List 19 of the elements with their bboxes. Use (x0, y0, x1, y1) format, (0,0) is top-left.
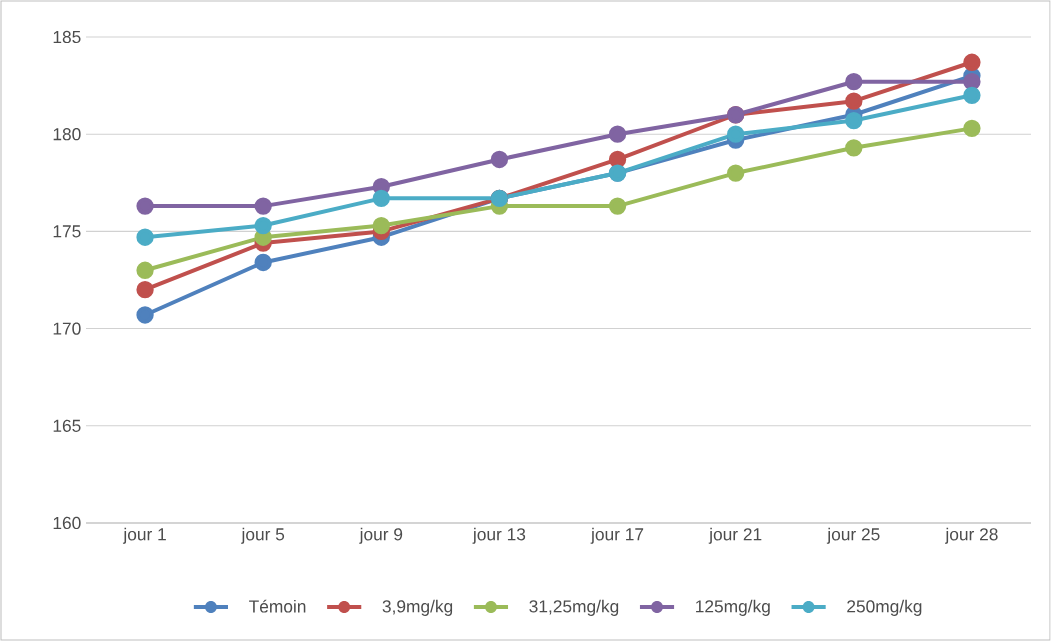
legend-label: 250mg/kg (847, 599, 922, 616)
x-tick-label: jour 1 (122, 527, 166, 544)
x-tick-label: jour 17 (590, 527, 644, 544)
x-tick-label: jour 9 (359, 527, 403, 544)
x-tick-label: jour 25 (826, 527, 880, 544)
legend-label: Témoin (249, 599, 306, 613)
x-tick-label: jour 21 (708, 527, 762, 544)
legend-label: 31,25mg/kg (529, 599, 619, 616)
y-tick-label: 180 (53, 128, 81, 141)
x-tick-label: jour 28 (945, 527, 998, 544)
y-tick-label: 175 (53, 225, 81, 238)
y-tick-label: 170 (53, 322, 81, 335)
y-tick-label: 165 (53, 419, 81, 432)
y-tick-label: 160 (53, 516, 81, 530)
legend-label: 3,9mg/kg (382, 599, 453, 616)
x-tick-label: jour 13 (472, 527, 526, 544)
y-tick-label: 185 (53, 30, 81, 44)
x-tick-label: jour 5 (241, 527, 285, 544)
legend-label: 125mg/kg (696, 599, 770, 616)
